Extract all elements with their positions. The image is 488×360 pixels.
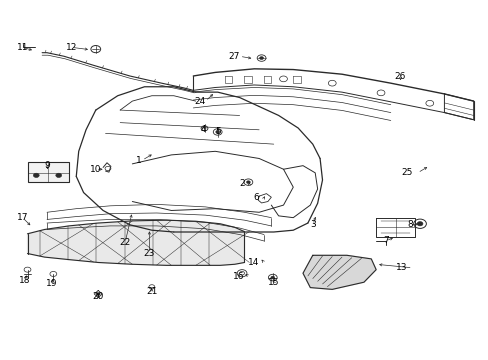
Text: 1: 1: [136, 156, 142, 165]
Text: 24: 24: [194, 96, 205, 105]
Text: 20: 20: [92, 292, 103, 301]
Circle shape: [56, 173, 61, 177]
Circle shape: [259, 57, 263, 59]
Text: 23: 23: [143, 249, 155, 258]
Text: 3: 3: [309, 220, 315, 229]
Polygon shape: [303, 255, 375, 289]
Circle shape: [416, 222, 422, 226]
Circle shape: [96, 293, 100, 296]
Text: 11: 11: [17, 43, 28, 52]
Text: 27: 27: [228, 52, 239, 61]
Circle shape: [215, 131, 219, 134]
Text: 26: 26: [394, 72, 406, 81]
Text: 17: 17: [17, 213, 28, 222]
Text: 19: 19: [46, 279, 58, 288]
Text: 7: 7: [382, 237, 388, 246]
Circle shape: [270, 276, 274, 279]
Text: 2: 2: [238, 179, 244, 188]
Text: 25: 25: [401, 168, 412, 177]
Text: 6: 6: [253, 193, 259, 202]
Circle shape: [33, 173, 39, 177]
Text: 15: 15: [267, 278, 279, 287]
Text: 16: 16: [232, 272, 244, 281]
Polygon shape: [27, 220, 244, 265]
Circle shape: [246, 181, 250, 184]
Text: 10: 10: [90, 165, 102, 174]
Text: 8: 8: [407, 220, 412, 229]
Text: 18: 18: [20, 276, 31, 285]
Text: 14: 14: [247, 258, 259, 267]
Text: 13: 13: [396, 264, 407, 273]
FancyBboxPatch shape: [27, 162, 69, 182]
Text: 22: 22: [119, 238, 130, 247]
Text: 12: 12: [65, 43, 77, 52]
Text: 5: 5: [214, 127, 220, 136]
Text: 4: 4: [200, 125, 205, 134]
Text: 21: 21: [146, 287, 157, 296]
Text: 9: 9: [44, 161, 50, 170]
